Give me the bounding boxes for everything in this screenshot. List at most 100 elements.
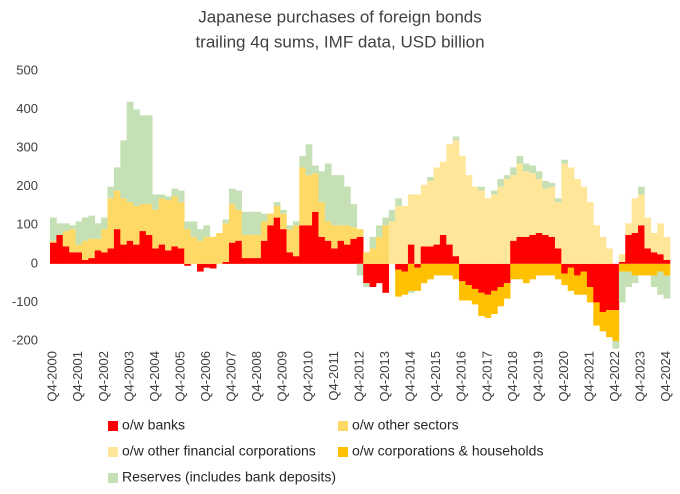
bar-segment bbox=[177, 248, 185, 264]
bar-segment bbox=[567, 263, 575, 268]
bar-segment bbox=[356, 236, 364, 264]
bar-segment bbox=[631, 198, 639, 233]
bar-segment bbox=[248, 211, 255, 235]
bar-segment bbox=[292, 256, 300, 264]
bar-segment bbox=[286, 225, 294, 230]
bar-segment bbox=[69, 229, 76, 253]
bar-segment bbox=[120, 244, 128, 264]
bar-segment bbox=[203, 263, 211, 268]
bar-segment bbox=[113, 190, 121, 230]
bar-segment bbox=[165, 196, 172, 201]
bar-segment bbox=[593, 225, 600, 264]
bar-segment bbox=[414, 267, 422, 291]
bar-segment bbox=[337, 175, 345, 226]
bar-segment bbox=[548, 263, 556, 276]
bar-segment bbox=[663, 236, 671, 260]
bar-segment bbox=[465, 285, 473, 301]
bar-segment bbox=[139, 115, 147, 205]
bar-segment bbox=[420, 246, 428, 264]
bar-segment bbox=[407, 244, 415, 264]
bar-segment bbox=[503, 283, 511, 299]
bar-segment bbox=[228, 188, 236, 205]
bar-segment bbox=[395, 198, 402, 206]
bar-segment bbox=[433, 167, 441, 245]
bar-segment bbox=[75, 252, 83, 264]
bar-segment bbox=[452, 256, 460, 264]
bar-segment bbox=[657, 263, 664, 272]
bar-segment bbox=[120, 198, 128, 245]
bar-segment bbox=[535, 179, 543, 233]
bar-segment bbox=[439, 263, 447, 276]
bar-segment bbox=[94, 238, 102, 251]
bar-segment bbox=[331, 175, 338, 226]
bar-segment bbox=[612, 263, 620, 311]
bar-segment bbox=[452, 136, 460, 141]
bar-segment bbox=[356, 263, 364, 276]
bar-segment bbox=[344, 244, 351, 264]
bar-segment bbox=[312, 165, 319, 174]
bar-segment bbox=[522, 263, 530, 284]
bar-segment bbox=[542, 180, 549, 189]
bar-segment bbox=[152, 194, 159, 210]
bar-segment bbox=[69, 225, 76, 230]
bar-segment bbox=[593, 263, 600, 303]
bar-segment bbox=[580, 263, 588, 272]
bar-segment bbox=[228, 204, 236, 243]
bar-segment bbox=[50, 217, 57, 241]
bar-segment bbox=[407, 194, 415, 245]
bar-segment bbox=[197, 240, 204, 264]
bar-segment bbox=[638, 263, 645, 276]
bar-segment bbox=[657, 223, 664, 255]
y-tick-label: 200 bbox=[16, 178, 38, 193]
bar-segment bbox=[586, 263, 594, 287]
bar-segment bbox=[177, 190, 185, 203]
bar-segment bbox=[145, 234, 153, 264]
bar-segment bbox=[222, 223, 230, 262]
bar-segment bbox=[433, 244, 441, 264]
y-tick-label: 300 bbox=[16, 140, 38, 155]
bar-segment bbox=[650, 263, 658, 276]
bar-segment bbox=[190, 221, 198, 237]
bar-segment bbox=[510, 240, 517, 264]
bar-segment bbox=[81, 217, 89, 241]
x-tick-label: Q4-2009 bbox=[275, 351, 290, 402]
bar-segment bbox=[318, 202, 326, 237]
bar-segment bbox=[586, 202, 594, 264]
bar-segment bbox=[503, 175, 511, 179]
bar-segment bbox=[650, 233, 658, 253]
bar-segment bbox=[101, 229, 108, 253]
bar-segment bbox=[280, 229, 287, 264]
legend-label: o/w other sectors bbox=[352, 417, 459, 433]
bar-segment bbox=[369, 248, 377, 264]
bar-segment bbox=[491, 190, 498, 195]
bar-segment bbox=[529, 263, 537, 280]
bar-segment bbox=[491, 290, 498, 314]
bar-segment bbox=[625, 223, 632, 235]
bar-segment bbox=[510, 167, 517, 176]
bar-segment bbox=[586, 287, 594, 303]
bar-segment bbox=[561, 163, 569, 264]
bar-segment bbox=[420, 263, 428, 284]
bar-segment bbox=[369, 236, 377, 249]
bar-segment bbox=[101, 217, 108, 230]
bar-segment bbox=[286, 229, 294, 253]
x-tick-label: Q4-2011 bbox=[326, 351, 341, 401]
bar-segment bbox=[644, 217, 652, 249]
bar-segment bbox=[88, 215, 96, 239]
bar-segment bbox=[644, 248, 652, 264]
bar-segment bbox=[452, 263, 460, 280]
bar-segment bbox=[433, 263, 441, 276]
bar-segment bbox=[62, 231, 70, 247]
bar-segment bbox=[625, 263, 632, 272]
bar-segment bbox=[222, 261, 230, 264]
x-tick-label: Q4-2023 bbox=[633, 351, 648, 402]
bar-segment bbox=[75, 221, 83, 245]
bar-segment bbox=[535, 233, 543, 264]
bar-segment bbox=[350, 227, 358, 239]
bar-segment bbox=[484, 263, 492, 295]
bar-segment bbox=[542, 188, 549, 235]
bar-segment bbox=[165, 250, 172, 264]
bar-segment bbox=[375, 225, 383, 237]
bar-segment bbox=[126, 202, 134, 241]
bar-segment bbox=[299, 225, 306, 264]
